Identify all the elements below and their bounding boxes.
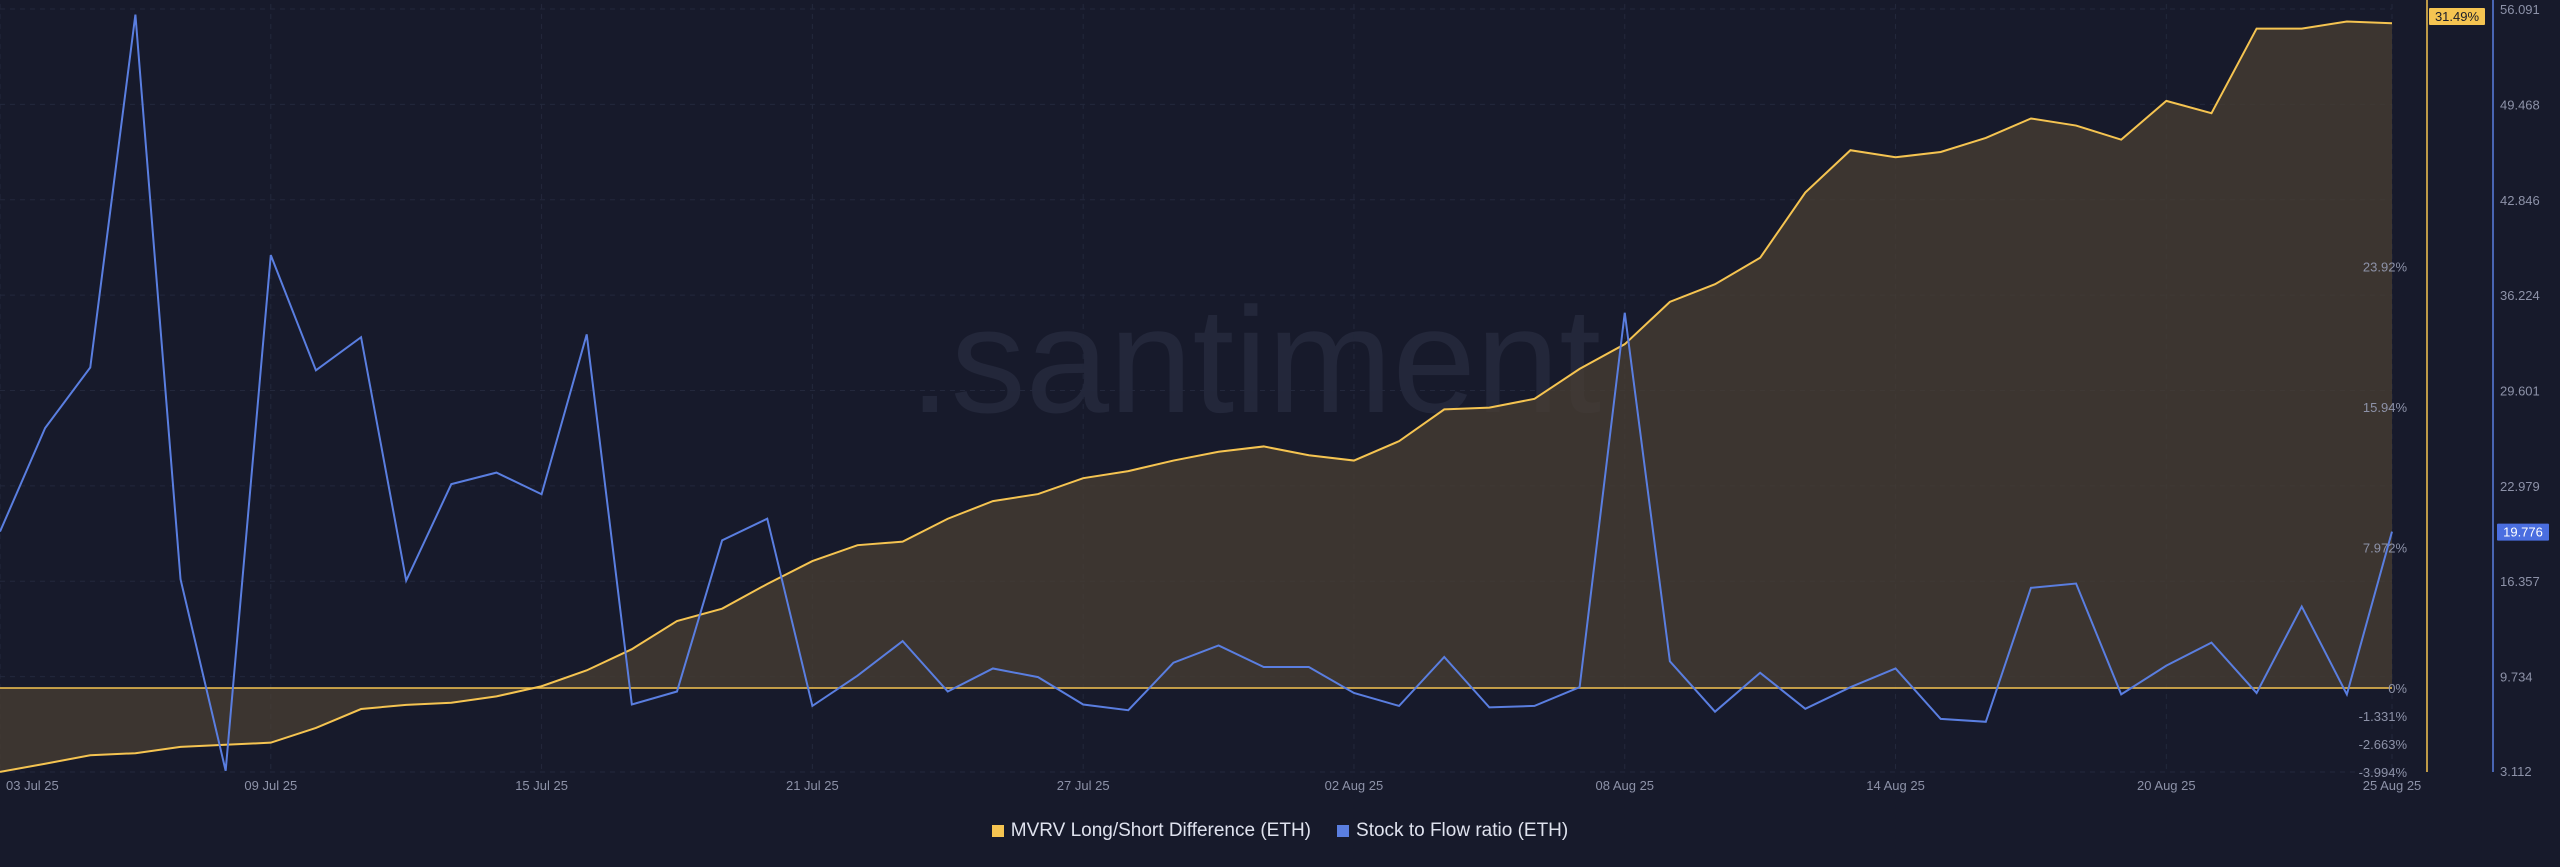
x-axis-tick-label: 14 Aug 25 — [1866, 778, 1925, 793]
x-axis-tick-label: 20 Aug 25 — [2137, 778, 2196, 793]
stock-to-flow-value-badge — [2497, 523, 2549, 541]
legend-item-stock-to-flow[interactable]: Stock to Flow ratio (ETH) — [1337, 820, 1568, 842]
right-axis-tick-label: 3.112 — [2500, 764, 2532, 779]
left-axis-tick-label: 0% — [2388, 681, 2407, 696]
legend: MVRV Long/Short Difference (ETH) Stock t… — [0, 820, 2560, 842]
right-axis-tick-label: 22.979 — [2500, 479, 2540, 494]
legend-label-mvrv: MVRV Long/Short Difference (ETH) — [1010, 820, 1312, 841]
right-axis-tick-label: 42.846 — [2500, 193, 2540, 208]
axes: 23.92% 15.94% 7.972% 0% -1.331% -2.663% -3.994… — [6, 0, 2549, 793]
left-axis-tick-label: 23.92% — [2363, 259, 2408, 274]
right-axis-tick-label: 9.734 — [2500, 670, 2533, 685]
legend-item-mvrv[interactable]: MVRV Long/Short Difference (ETH) — [991, 820, 1312, 842]
x-axis-tick-label: 09 Jul 25 — [244, 778, 297, 793]
mvrv-value-badge — [2429, 8, 2485, 25]
legend-label-stock-to-flow: Stock to Flow ratio (ETH) — [1356, 820, 1569, 841]
left-axis-tick-label: -2.663% — [2359, 737, 2408, 752]
x-axis-tick-label: 21 Jul 25 — [786, 778, 839, 793]
x-axis-tick-label: 15 Jul 25 — [515, 778, 568, 793]
right-axis-tick-label: 56.091 — [2500, 2, 2540, 17]
right-axis-tick-label: 36.224 — [2500, 288, 2540, 303]
x-axis-tick-label: 27 Jul 25 — [1057, 778, 1110, 793]
right-axis-tick-label: 29.601 — [2500, 384, 2540, 399]
right-axis-tick-label: 16.357 — [2500, 574, 2540, 589]
x-axis-tick-label: 02 Aug 25 — [1325, 778, 1384, 793]
legend-swatch-stock-to-flow — [1337, 825, 1350, 837]
left-axis-tick-label: 7.972% — [2363, 540, 2408, 555]
chart-marks — [0, 14, 2393, 773]
right-axis-tick-label: 49.468 — [2500, 97, 2540, 112]
left-axis-tick-label: -3.994% — [2359, 765, 2408, 780]
stock-to-flow-value-badge-text: 19.776 — [2503, 525, 2543, 540]
x-axis-tick-label: 25 Aug 25 — [2363, 778, 2422, 793]
mvrv-line — [0, 20, 2393, 773]
left-axis-tick-label: 15.94% — [2363, 400, 2408, 415]
legend-swatch-mvrv — [991, 825, 1004, 837]
x-axis-tick-label: 08 Aug 25 — [1595, 778, 1654, 793]
left-axis-tick-label: -1.331% — [2359, 709, 2408, 724]
mvrv-value-badge-text: 31.49% — [2435, 9, 2480, 24]
stock-to-flow-line — [0, 14, 2393, 771]
x-axis-tick-label: 03 Jul 25 — [6, 778, 59, 793]
